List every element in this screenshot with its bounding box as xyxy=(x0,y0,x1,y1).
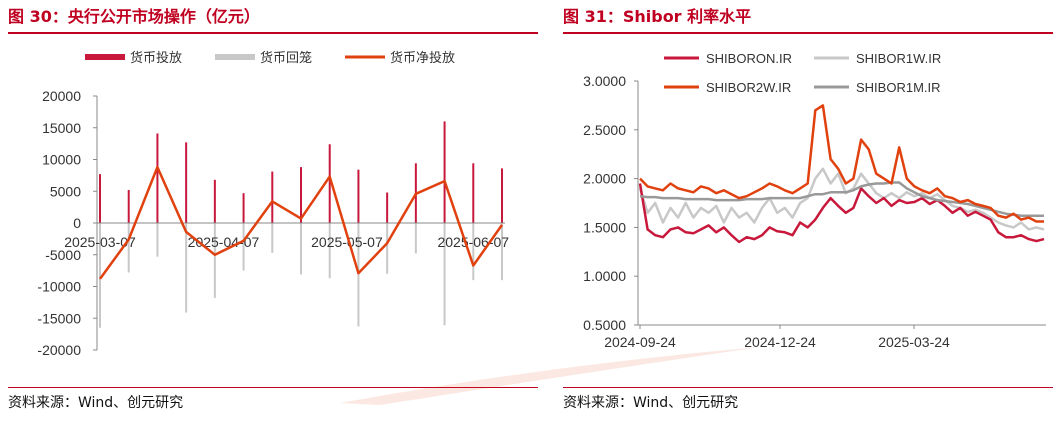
y-tick-label: 10000 xyxy=(42,152,81,168)
right-chart-title: 图 31：Shibor 利率水平 xyxy=(563,7,752,26)
y-tick-label: 0.5000 xyxy=(583,317,626,333)
withdrawal-bar xyxy=(213,223,216,298)
open-market-operations-chart: 货币投放 货币回笼 货币净投放 20000 15000 10000 5000 0 -5000 -1… xyxy=(37,50,509,358)
withdrawal-bar xyxy=(300,223,302,275)
right-source-rule xyxy=(563,387,1053,388)
y-tick-label: 2.5000 xyxy=(583,122,626,138)
shibor-rate-chart: SHIBORON.IR SHIBOR1W.IR SHIBOR2W.IR SHIBOR1… xyxy=(583,51,1046,350)
injection-bar xyxy=(156,133,159,223)
left-source-note: 资料来源：Wind、创元研究 xyxy=(8,395,184,411)
y-tick-label: -15000 xyxy=(37,310,81,326)
shibor-1w-line xyxy=(638,167,1045,231)
legend-label-2: 货币回笼 xyxy=(260,50,312,65)
withdrawal-bar xyxy=(242,223,245,271)
legend-label-3: 货币净投放 xyxy=(390,50,455,65)
legend-swatch-2 xyxy=(215,54,255,60)
y-tick-label: -20000 xyxy=(37,342,81,358)
injection-bar xyxy=(472,163,475,223)
withdrawal-bar xyxy=(271,223,274,253)
withdrawal-bar xyxy=(99,223,101,328)
net-injection-line xyxy=(98,165,504,280)
x-tick-label: 2025-03-07 xyxy=(64,234,136,250)
injection-bar xyxy=(271,171,274,223)
y-tick-label: 2.0000 xyxy=(583,171,626,187)
withdrawal-bar xyxy=(472,223,475,281)
injection-bar xyxy=(357,169,360,223)
shibor-2w-line xyxy=(639,104,1044,223)
legend-label-1: SHIBORON.IR xyxy=(706,51,792,66)
x-tick-label: 2024-09-24 xyxy=(604,334,676,350)
legend-swatch-1 xyxy=(85,54,125,60)
withdrawal-bar xyxy=(501,223,503,281)
withdrawal-bar xyxy=(328,223,331,279)
withdrawal-bar xyxy=(127,223,130,273)
y-tick-label: 1.5000 xyxy=(583,219,626,235)
y-tick-label: -10000 xyxy=(37,279,81,295)
x-tick-label: 2024-12-24 xyxy=(744,334,816,350)
x-tick-label: 2025-05-07 xyxy=(311,234,383,250)
withdrawal-bar xyxy=(156,223,159,257)
left-title-rule xyxy=(8,32,538,34)
left-source-rule xyxy=(8,387,538,388)
withdrawal-bar xyxy=(357,223,360,327)
injection-bar xyxy=(99,174,101,223)
x-tick-label: 2025-03-24 xyxy=(878,334,950,350)
watermark-swoosh-icon xyxy=(340,347,760,405)
y-tick-label: 15000 xyxy=(42,120,81,136)
right-source-note: 资料来源：Wind、创元研究 xyxy=(563,395,739,411)
injection-bar xyxy=(242,193,245,223)
injection-bar xyxy=(501,168,503,223)
left-chart-title: 图 30：央行公开市场操作（亿元） xyxy=(8,7,260,26)
injection-bar xyxy=(127,189,130,223)
legend-label-1: 货币投放 xyxy=(130,50,182,65)
x-tick-label: 2025-06-07 xyxy=(437,234,509,250)
legend-label-2: SHIBOR1W.IR xyxy=(856,51,941,66)
y-tick-label: 5000 xyxy=(50,183,81,199)
withdrawal-bar xyxy=(414,223,417,254)
injection-bar xyxy=(328,144,331,223)
y-tick-label: 20000 xyxy=(42,88,81,104)
shibor-1m-line xyxy=(639,181,1044,217)
right-title-rule xyxy=(563,32,1053,34)
withdrawal-bar xyxy=(386,223,389,274)
injection-bar xyxy=(185,142,188,223)
legend-label-3: SHIBOR2W.IR xyxy=(706,80,791,95)
injection-bar xyxy=(300,167,302,223)
y-tick-label: 3.0000 xyxy=(583,73,626,89)
y-tick-label: 0 xyxy=(73,215,81,231)
injection-bar xyxy=(386,192,389,223)
withdrawal-bar xyxy=(443,223,446,326)
y-tick-label: 1.0000 xyxy=(583,268,626,284)
injection-bar xyxy=(213,179,216,223)
legend-label-4: SHIBOR1M.IR xyxy=(856,80,941,95)
shibor-overnight-line xyxy=(638,183,1045,244)
withdrawal-bar xyxy=(185,223,188,313)
y-tick-label: -5000 xyxy=(45,247,81,263)
injection-bar xyxy=(443,121,446,223)
